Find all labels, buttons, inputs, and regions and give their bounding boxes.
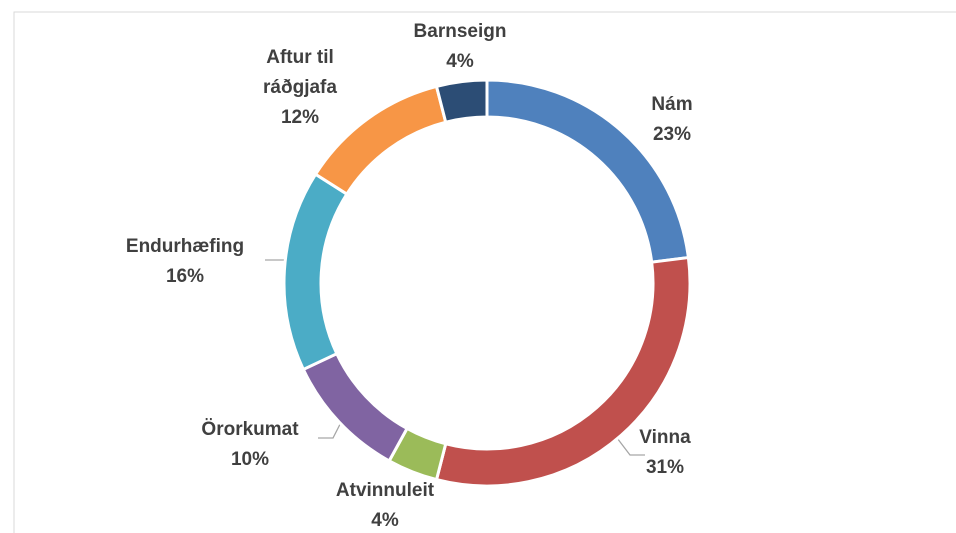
category-label: Barnseign (413, 21, 507, 42)
value-label: 31% (645, 457, 685, 478)
category-label: Örorkumat (201, 419, 299, 440)
data-label: Atvinnuleit 4% (315, 476, 455, 533)
data-label: Vinna 31% (605, 423, 725, 483)
donut-slice (282, 172, 349, 372)
data-label: Nám 23% (612, 90, 732, 150)
value-label: 10% (230, 449, 270, 470)
category-label: Atvinnuleit (335, 480, 435, 501)
value-label: 4% (371, 510, 399, 531)
value-label: 12% (280, 107, 320, 128)
category-label: Aftur til ráðgjafa (263, 47, 337, 98)
category-label: Vinna (639, 427, 691, 448)
value-label: 16% (165, 266, 205, 287)
value-label: 4% (446, 51, 474, 72)
category-label: Nám (651, 94, 693, 115)
data-label: Örorkumat 10% (180, 415, 320, 475)
data-label: Aftur til ráðgjafa 12% (245, 43, 355, 133)
data-label: Endurhæfing 16% (105, 232, 265, 292)
donut-slice (434, 78, 489, 125)
category-label: Endurhæfing (125, 236, 245, 257)
data-label: Barnseign 4% (390, 17, 530, 77)
chart-frame (13, 11, 956, 533)
value-label: 23% (652, 124, 692, 145)
